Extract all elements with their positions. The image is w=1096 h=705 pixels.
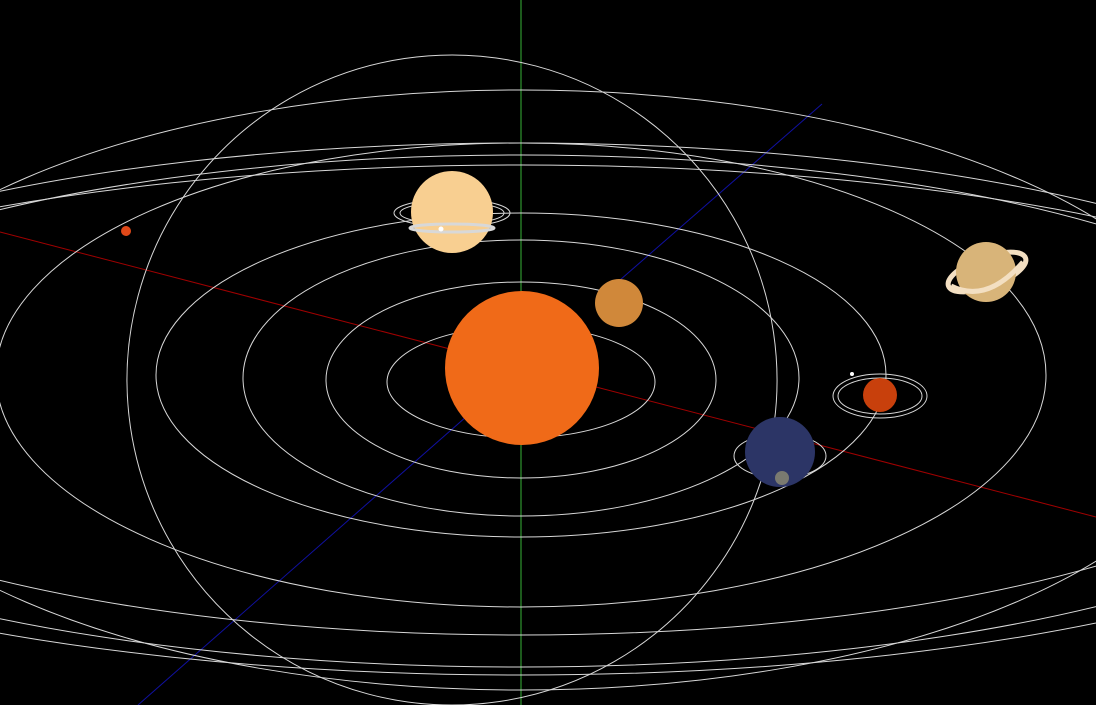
orbit-ring bbox=[325, 281, 717, 479]
orbit-ring bbox=[242, 239, 800, 517]
jupiter-moon bbox=[438, 226, 444, 232]
venus-moon bbox=[850, 372, 854, 376]
z-axis-line bbox=[619, 103, 823, 281]
jupiter[interactable] bbox=[411, 171, 493, 253]
earth-group[interactable] bbox=[733, 417, 827, 487]
venus[interactable] bbox=[863, 378, 897, 412]
earth[interactable] bbox=[745, 417, 815, 487]
saturn-ring-front bbox=[949, 260, 1025, 294]
orbit-ring bbox=[0, 89, 1096, 691]
moon[interactable] bbox=[775, 471, 789, 485]
mercury[interactable] bbox=[595, 279, 643, 327]
orbit-ring bbox=[0, 164, 1096, 676]
orbit-ring bbox=[0, 154, 1096, 636]
jupiter-group[interactable] bbox=[393, 171, 511, 253]
z-axis-line-lower bbox=[137, 401, 484, 705]
venus-ring bbox=[832, 373, 928, 419]
pluto[interactable] bbox=[121, 226, 131, 236]
venus-group[interactable] bbox=[832, 372, 928, 419]
jupiter-ring-front bbox=[408, 222, 496, 234]
saturn-group[interactable] bbox=[943, 242, 1030, 302]
sun[interactable] bbox=[445, 291, 599, 445]
saturn[interactable] bbox=[956, 242, 1016, 302]
orbit-ring bbox=[0, 142, 1096, 668]
inclined-orbit bbox=[126, 54, 778, 705]
orbit-ring bbox=[155, 212, 887, 538]
